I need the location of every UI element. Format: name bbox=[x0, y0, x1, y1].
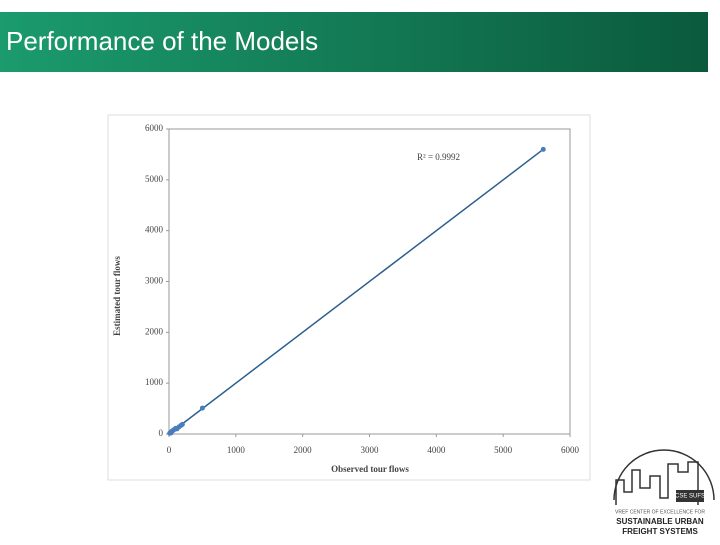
y-tick-label: 0 bbox=[159, 428, 164, 438]
y-tick-label: 1000 bbox=[145, 377, 164, 387]
chart: Observed tour flows Estimated tour flows… bbox=[107, 114, 591, 481]
x-tick-label: 4000 bbox=[427, 445, 446, 455]
x-tick-label: 2000 bbox=[294, 445, 313, 455]
y-tick-label: 2000 bbox=[145, 326, 164, 336]
x-tick-label: 5000 bbox=[494, 445, 513, 455]
logo-line: FREIGHT SYSTEMS bbox=[622, 527, 698, 536]
logo-line: VREF CENTER OF EXCELLENCE FOR bbox=[615, 509, 705, 515]
annotation: R² = 0.9992 bbox=[417, 152, 460, 162]
trendline bbox=[168, 148, 544, 435]
logo-badge-text: CSE SUFS bbox=[675, 494, 705, 500]
logo-skyline bbox=[615, 461, 699, 505]
y-tick-label: 3000 bbox=[145, 276, 164, 286]
x-tick-label: 3000 bbox=[361, 445, 380, 455]
logo-badge bbox=[676, 490, 704, 502]
data-point bbox=[199, 405, 205, 411]
data-point bbox=[540, 146, 546, 152]
header-bar bbox=[0, 12, 708, 72]
logo: CSE SUFS VREF CENTER OF EXCELLENCE FOR S… bbox=[613, 449, 715, 536]
data-point bbox=[179, 421, 185, 427]
y-tick-label: 5000 bbox=[145, 174, 164, 184]
y-tick-label: 4000 bbox=[145, 225, 164, 235]
x-axis-label: Observed tour flows bbox=[331, 464, 409, 474]
slide-title: Performance of the Models bbox=[6, 26, 318, 56]
x-tick-label: 0 bbox=[167, 445, 172, 455]
y-axis-label: Estimated tour flows bbox=[112, 256, 122, 336]
x-tick-label: 6000 bbox=[561, 445, 580, 455]
logo-line: SUSTAINABLE URBAN bbox=[616, 517, 704, 526]
logo-arc bbox=[613, 449, 715, 501]
x-tick-label: 1000 bbox=[227, 445, 246, 455]
y-tick-label: 6000 bbox=[145, 123, 164, 133]
